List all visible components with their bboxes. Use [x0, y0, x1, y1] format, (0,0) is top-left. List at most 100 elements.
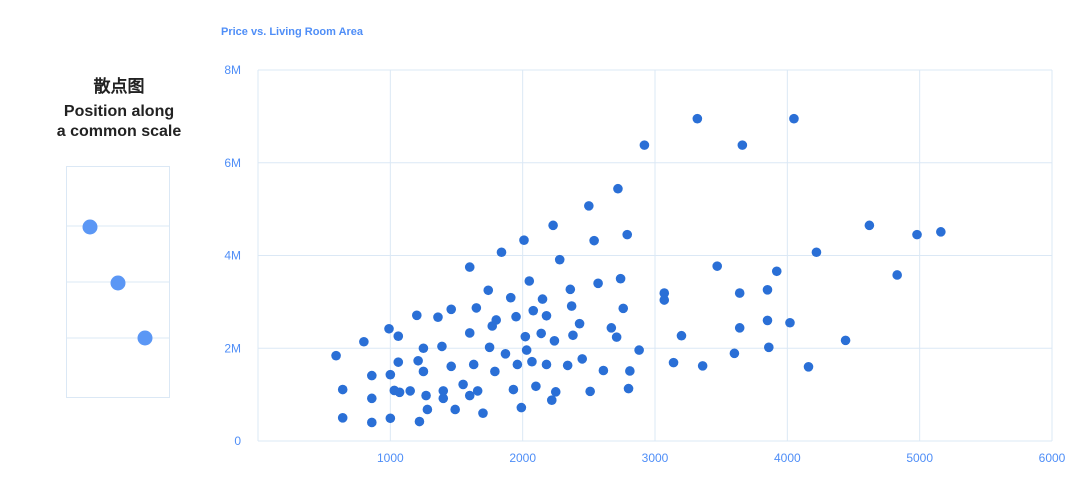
- data-point: [546, 395, 557, 405]
- y-tick-label: 4M: [224, 249, 241, 263]
- data-point: [676, 330, 687, 341]
- data-point: [536, 328, 546, 339]
- data-point: [524, 276, 535, 286]
- data-point: [593, 278, 603, 289]
- chart-type-subtitle-line1: Position along: [63, 103, 175, 120]
- data-point: [433, 312, 443, 322]
- data-point: [615, 273, 626, 284]
- data-point: [367, 417, 377, 428]
- data-point: [508, 384, 519, 395]
- data-point: [520, 331, 531, 342]
- data-point: [412, 310, 422, 321]
- x-tick-label: 3000: [642, 451, 669, 465]
- data-point: [490, 366, 500, 377]
- data-point: [541, 359, 552, 370]
- data-point: [464, 390, 475, 401]
- data-point: [611, 332, 622, 342]
- data-point: [764, 342, 774, 353]
- data-point: [468, 359, 479, 370]
- data-point: [511, 311, 521, 322]
- data-point: [589, 235, 599, 246]
- data-point: [892, 270, 902, 280]
- data-point: [562, 360, 573, 371]
- data-point: [737, 140, 748, 150]
- x-tick-label: 1000: [377, 451, 404, 465]
- data-point: [584, 201, 594, 211]
- data-point: [625, 366, 635, 376]
- data-point: [613, 183, 623, 194]
- data-point: [464, 328, 475, 338]
- data-point: [568, 330, 578, 341]
- data-point: [734, 288, 745, 298]
- data-point: [585, 386, 595, 397]
- data-point: [393, 331, 404, 341]
- y-tick-label: 6M: [224, 156, 241, 170]
- data-point: [622, 229, 633, 240]
- y-tick-label: 8M: [224, 63, 241, 77]
- x-tick-label: 2000: [509, 451, 536, 465]
- chart-type-subtitle-line2: a common scale: [56, 123, 182, 140]
- chart-type-title: 散点图: [93, 77, 145, 96]
- data-point: [537, 294, 548, 304]
- chart-type-subtitle: Position along a common scale: [40, 102, 198, 142]
- data-point: [491, 315, 502, 325]
- data-point: [478, 408, 488, 418]
- data-point: [936, 227, 946, 237]
- data-point: [422, 404, 433, 415]
- data-point: [337, 384, 348, 395]
- data-point: [384, 323, 394, 334]
- data-point: [803, 362, 814, 372]
- data-point: [762, 285, 773, 295]
- data-point: [668, 357, 679, 368]
- data-point: [413, 355, 423, 366]
- data-point: [385, 413, 396, 424]
- data-point: [418, 343, 429, 354]
- x-tick-label: 6000: [1039, 451, 1066, 465]
- data-point: [598, 365, 609, 376]
- data-point: [566, 301, 577, 311]
- data-point: [421, 390, 431, 401]
- data-point: [623, 383, 634, 394]
- data-point: [472, 386, 483, 396]
- data-point: [541, 310, 552, 321]
- chart-title: Price vs. Living Room Area: [221, 26, 364, 38]
- data-point: [528, 305, 539, 316]
- data-point: [484, 342, 495, 353]
- data-point: [734, 323, 745, 333]
- data-point: [438, 393, 449, 404]
- data-point: [496, 247, 507, 258]
- data-point: [840, 335, 851, 346]
- data-point: [659, 288, 670, 298]
- data-point: [414, 416, 425, 427]
- data-point: [618, 303, 629, 314]
- data-point: [505, 292, 516, 303]
- data-point: [548, 220, 558, 231]
- data-point: [446, 304, 457, 315]
- data-point: [367, 393, 377, 404]
- data-point: [337, 413, 348, 423]
- data-point: [393, 357, 404, 367]
- data-point: [527, 356, 537, 367]
- data-point: [729, 348, 740, 359]
- x-tick-label: 5000: [906, 451, 933, 465]
- data-point: [554, 254, 565, 265]
- data-point: [464, 262, 475, 272]
- data-point: [385, 369, 396, 380]
- data-point: [512, 359, 523, 370]
- data-point: [762, 315, 773, 326]
- data-point: [771, 266, 782, 277]
- data-point: [471, 303, 482, 313]
- data-point: [565, 284, 576, 295]
- data-point: [912, 229, 922, 240]
- data-point: [359, 336, 369, 347]
- data-point: [438, 386, 449, 396]
- data-point: [531, 381, 541, 392]
- data-point: [639, 140, 650, 150]
- data-point: [446, 361, 457, 372]
- data-point: [659, 295, 670, 305]
- data-point: [697, 361, 708, 371]
- data-point: [437, 341, 447, 352]
- data-point: [574, 318, 585, 329]
- data-point: [864, 220, 875, 231]
